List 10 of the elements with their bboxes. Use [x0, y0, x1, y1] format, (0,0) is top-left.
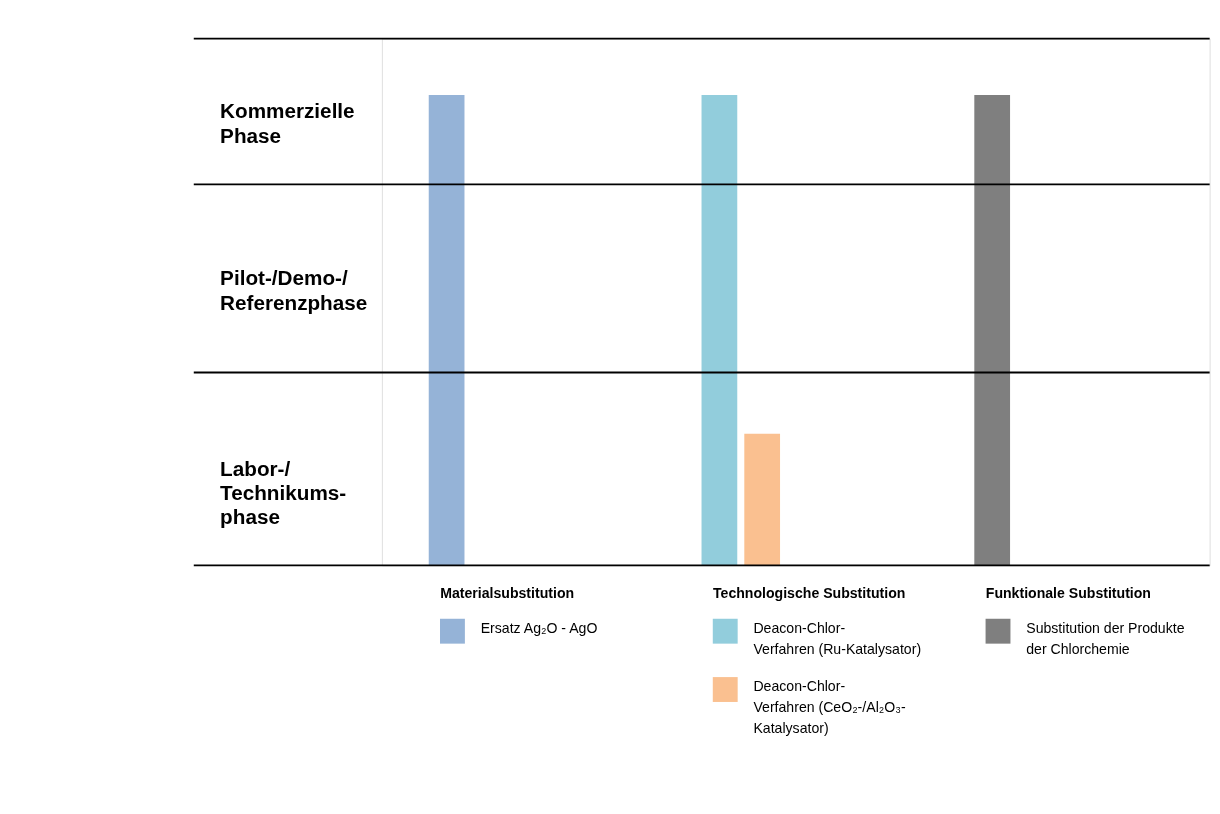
legend-label: Deacon-Chlor- Verfahren (CeO₂-/Al₂O₃- Katalysator) [753, 678, 906, 736]
legend-label: Deacon-Chlor- Verfahren (Ru-Katalysator) [753, 620, 922, 657]
x-tick-label: Materialsubstitution [440, 585, 575, 602]
annotation: Labor-/ Technikums- phase [220, 456, 347, 529]
annotation: Pilot-/Demo-/ Referenzphase [220, 266, 368, 314]
x-tick-label: Technologische Substitution [713, 585, 906, 602]
x-tick-label: Funktionale Substitution [985, 585, 1151, 602]
annotation: Kommerzielle Phase [220, 99, 355, 147]
legend-label: Ersatz Ag₂O - AgO [480, 620, 598, 637]
legend-label: Substitution der Produkte der Chlorchemie [1026, 620, 1185, 657]
